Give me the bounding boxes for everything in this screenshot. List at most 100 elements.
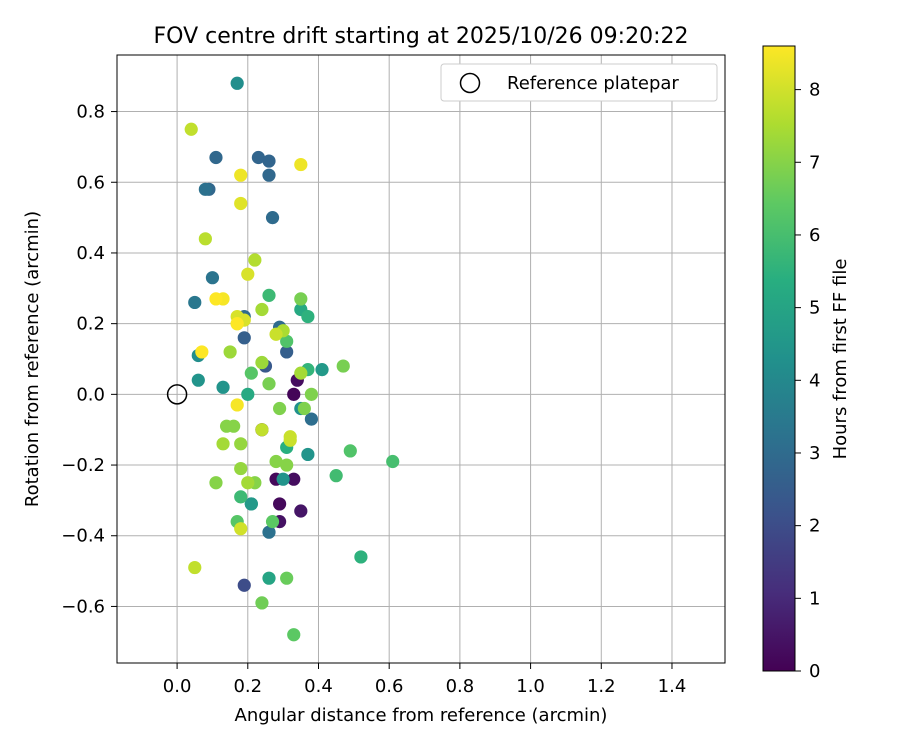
colorbar-label: Hours from first FF file <box>830 259 851 460</box>
data-point <box>216 437 230 451</box>
data-point <box>234 168 248 182</box>
data-point <box>195 345 209 359</box>
y-tick-label: 0.8 <box>76 102 105 123</box>
data-points <box>184 76 400 642</box>
data-point <box>198 232 212 246</box>
data-point <box>354 550 368 564</box>
data-point <box>209 476 223 490</box>
colorbar-tick-label: 4 <box>809 370 820 391</box>
y-tick-label: 0.2 <box>76 314 105 335</box>
data-point <box>304 387 319 401</box>
data-point <box>230 317 244 331</box>
data-point <box>244 497 258 511</box>
y-tick-label: −0.2 <box>61 455 105 476</box>
colorbar: 0 1 2 3 4 5 6 7 8 Hours from first FF file <box>762 45 851 682</box>
legend-entry-reference-platepar: Reference platepar <box>507 73 679 94</box>
data-point <box>184 122 198 136</box>
data-point <box>329 469 343 483</box>
colorbar-tick-label: 8 <box>809 80 820 101</box>
x-tick-label: 0.0 <box>163 676 192 697</box>
data-point <box>191 373 205 387</box>
data-point <box>255 596 269 610</box>
data-point <box>230 398 244 412</box>
x-tick-label: 1.4 <box>658 676 687 697</box>
legend-box <box>440 63 718 102</box>
x-tick-label: 0.6 <box>375 676 404 697</box>
data-point <box>244 366 258 380</box>
x-tick-label: 0.8 <box>446 676 475 697</box>
data-point <box>343 444 357 458</box>
data-point <box>262 571 276 585</box>
data-point <box>248 253 262 267</box>
colorbar-tick-label: 0 <box>809 661 820 682</box>
data-point <box>273 497 287 511</box>
colorbar-tick-label: 3 <box>809 443 820 464</box>
data-point <box>301 447 315 462</box>
x-axis-ticks: 0.0 0.2 0.4 0.6 0.8 1.0 1.2 1.4 <box>163 663 687 697</box>
data-point <box>188 560 202 575</box>
data-point <box>262 288 276 302</box>
data-point <box>223 345 237 359</box>
data-point <box>304 412 319 426</box>
y-tick-label: −0.6 <box>61 596 105 617</box>
data-point <box>287 387 301 401</box>
data-point <box>301 309 315 324</box>
x-tick-label: 1.2 <box>587 676 616 697</box>
chart-title: FOV centre drift starting at 2025/10/26 … <box>154 24 689 49</box>
data-point <box>198 182 212 196</box>
data-point <box>280 458 294 472</box>
data-point <box>297 401 311 416</box>
data-point <box>280 334 294 348</box>
data-point <box>241 476 255 490</box>
data-point <box>294 292 308 306</box>
colorbar-tick-label: 7 <box>809 152 820 173</box>
data-point <box>280 571 294 585</box>
data-point <box>234 196 248 211</box>
colorbar-tick-label: 1 <box>809 588 820 609</box>
data-point <box>237 578 251 592</box>
data-point <box>255 423 269 437</box>
data-point <box>209 292 223 306</box>
data-point <box>287 628 301 642</box>
data-point <box>209 150 223 165</box>
data-point <box>262 154 276 168</box>
data-point <box>276 472 290 486</box>
x-tick-label: 0.2 <box>233 676 262 697</box>
plot-frame <box>116 54 726 664</box>
data-point <box>386 454 400 469</box>
data-point <box>336 359 350 373</box>
data-point <box>262 525 276 539</box>
grid-lines <box>117 55 725 663</box>
y-tick-label: 0.6 <box>76 172 105 193</box>
data-point <box>269 327 283 341</box>
colorbar-tick-label: 5 <box>809 298 820 319</box>
data-point <box>265 515 280 529</box>
data-point <box>294 504 308 518</box>
data-point <box>294 366 308 380</box>
data-point <box>234 437 248 451</box>
colorbar-gradient <box>762 45 796 672</box>
legend-reference-marker <box>459 72 481 94</box>
data-point <box>280 345 294 359</box>
y-tick-label: 0.4 <box>76 243 105 264</box>
data-point <box>287 472 301 486</box>
data-point <box>216 380 230 394</box>
data-point <box>315 363 329 377</box>
x-tick-label: 1.0 <box>516 676 545 697</box>
y-axis-ticks: −0.6 −0.4 −0.2 0.0 0.2 0.4 0.6 0.8 <box>61 102 117 617</box>
data-point <box>241 267 255 281</box>
data-point <box>227 419 241 433</box>
data-point <box>234 522 248 536</box>
data-point <box>283 433 297 447</box>
data-point <box>262 377 276 391</box>
y-axis-label: Rotation from reference (arcmin) <box>22 211 43 507</box>
data-point <box>269 454 283 469</box>
data-point <box>234 490 248 504</box>
data-point <box>255 302 269 317</box>
data-point <box>237 331 251 345</box>
data-point <box>294 157 308 172</box>
colorbar-ticks: 0 1 2 3 4 5 6 7 8 <box>795 80 820 682</box>
data-point <box>230 76 244 90</box>
data-point <box>265 211 280 225</box>
